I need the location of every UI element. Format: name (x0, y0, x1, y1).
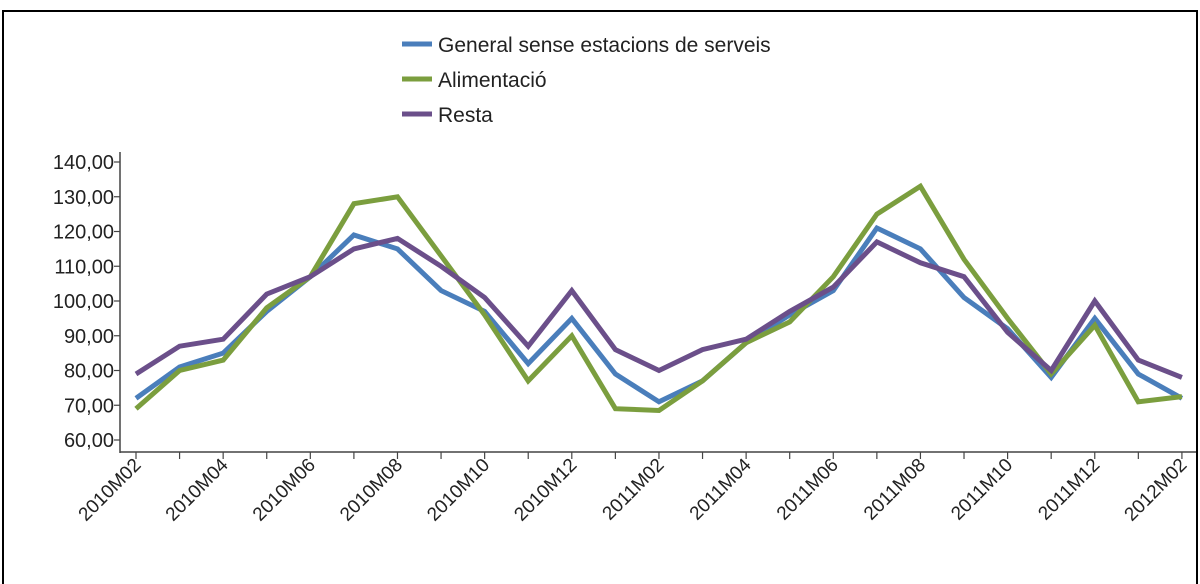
series-lines (134, 182, 1184, 414)
y-tick-label: 80,00 (64, 361, 114, 383)
y-tick-label: 60,00 (64, 430, 114, 452)
x-axis: 2010M02 2010M04 2010M06 2010M08 2010M10 2010M… (75, 451, 1196, 526)
legend-label: General sense estacions de serveis (438, 34, 771, 57)
x-tick-label: 2011M06 (773, 455, 843, 525)
y-tick-label: 70,00 (64, 395, 114, 417)
x-tick-label: 2011M08 (860, 455, 930, 525)
y-tick-label: 110,00 (54, 256, 114, 278)
legend-label: Alimentació (438, 69, 547, 92)
series-line-2 (134, 182, 1183, 414)
y-tick-label: 130,00 (53, 187, 114, 209)
chart-frame (2, 10, 1198, 584)
y-axis: 60,00 70,00 80,00 90,00 100,00 110,00 120,00 13… (53, 152, 121, 453)
x-tick-label: 2010M06 (249, 455, 320, 526)
x-tick-label: 2010M02 (75, 455, 146, 526)
y-tick-label: 120,00 (53, 222, 114, 244)
x-tick-label: 2011M04 (686, 454, 756, 524)
x-tick-label: 2010M04 (162, 454, 233, 525)
x-tick-label: 2011M10 (947, 455, 1017, 525)
x-tick-label: 2011M02 (599, 455, 669, 525)
legend: General sense estacions de serveis Alimen… (402, 34, 771, 127)
x-tick-label: 2012M02 (1121, 455, 1192, 526)
x-tick-label: 2010M12 (510, 455, 581, 526)
y-tick-label: 140,00 (53, 152, 114, 174)
y-tick-label: 90,00 (64, 326, 114, 348)
x-tick-label: 2011M12 (1034, 455, 1104, 525)
x-tick-label: 2010M10 (423, 455, 494, 526)
series-line-1 (134, 224, 1184, 405)
series-line-3 (134, 235, 1183, 380)
y-tick-label: 100,00 (53, 291, 114, 313)
legend-label: Resta (438, 104, 493, 127)
x-tick-label: 2010M08 (336, 455, 407, 526)
